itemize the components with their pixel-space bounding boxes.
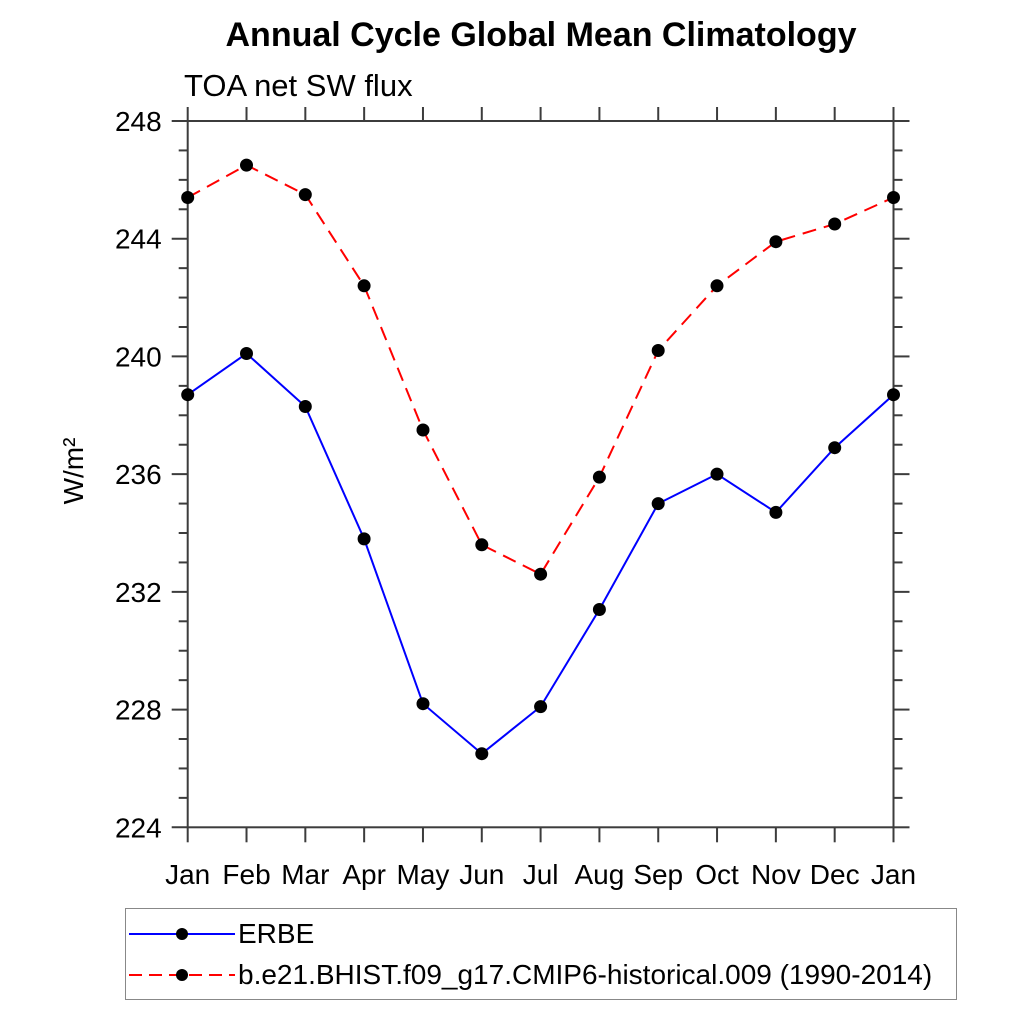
data-point-marker — [357, 532, 371, 546]
y-axis-tick-label: 228 — [115, 695, 162, 726]
legend-label-model: b.e21.BHIST.f09_g17.CMIP6-historical.009… — [238, 958, 933, 990]
data-point-marker — [298, 188, 312, 202]
x-axis-month-label: Mar — [281, 859, 329, 890]
y-axis-tick-label: 240 — [115, 341, 162, 372]
legend: ERBE b.e21.BHIST.f09_g17.CMIP6-historica… — [125, 908, 957, 1000]
data-point-marker — [887, 191, 900, 204]
x-axis-month-label: Jun — [459, 859, 504, 890]
data-point-marker — [298, 400, 312, 413]
data-point-marker — [592, 603, 606, 616]
y-axis-tick-label: 232 — [115, 577, 162, 608]
data-point-marker — [828, 217, 842, 231]
legend-item-model: b.e21.BHIST.f09_g17.CMIP6-historical.009… — [126, 958, 956, 992]
data-point-marker — [240, 347, 253, 360]
legend-line-sample-solid — [129, 927, 235, 940]
series-line-erbe — [187, 352, 895, 755]
x-axis-month-label: Sep — [633, 859, 683, 890]
data-point-marker — [769, 505, 783, 519]
data-point-marker — [475, 747, 489, 761]
y-axis-tick-label: 224 — [115, 812, 162, 843]
x-axis-month-label: Jan — [165, 859, 210, 890]
y-axis-tick-label: 248 — [115, 106, 162, 137]
chart-title: Annual Cycle Global Mean Climatology — [225, 16, 857, 54]
x-axis-month-label: Jan — [871, 859, 916, 890]
chart-subtitle: TOA net SW flux — [184, 68, 413, 103]
x-axis-month-label: May — [397, 859, 450, 890]
data-point-marker — [475, 538, 489, 552]
data-point-marker — [357, 279, 371, 293]
data-point-marker — [651, 344, 665, 357]
data-point-marker — [710, 279, 724, 293]
x-axis-month-label: Jul — [523, 859, 559, 890]
data-point-marker — [592, 470, 606, 484]
data-point-marker — [240, 158, 253, 172]
x-axis-month-label: Apr — [342, 859, 386, 890]
legend-line-sample-dashed — [129, 968, 235, 981]
data-point-marker — [828, 441, 842, 455]
data-point-marker — [769, 235, 783, 249]
data-point-marker — [534, 700, 548, 714]
legend-label-erbe: ERBE — [238, 917, 315, 949]
data-point-marker — [416, 423, 430, 437]
data-point-marker — [651, 497, 665, 511]
data-point-marker — [416, 697, 430, 711]
x-axis-month-label: Nov — [751, 859, 801, 890]
plot-frame — [186, 120, 895, 829]
x-axis-month-label: Feb — [222, 859, 270, 890]
y-axis-tick-label: 236 — [115, 459, 162, 490]
legend-item-erbe: ERBE — [126, 917, 956, 951]
x-axis-month-label: Aug — [575, 859, 625, 890]
data-point-marker — [181, 388, 195, 402]
series-line-model — [187, 163, 894, 576]
data-point-marker — [887, 388, 900, 402]
y-axis-tick-label: 244 — [115, 224, 162, 255]
x-axis-month-label: Oct — [695, 859, 739, 890]
data-point-marker — [181, 191, 195, 204]
data-point-marker — [710, 467, 724, 481]
data-point-marker — [534, 567, 548, 581]
x-axis-month-label: Dec — [810, 859, 860, 890]
